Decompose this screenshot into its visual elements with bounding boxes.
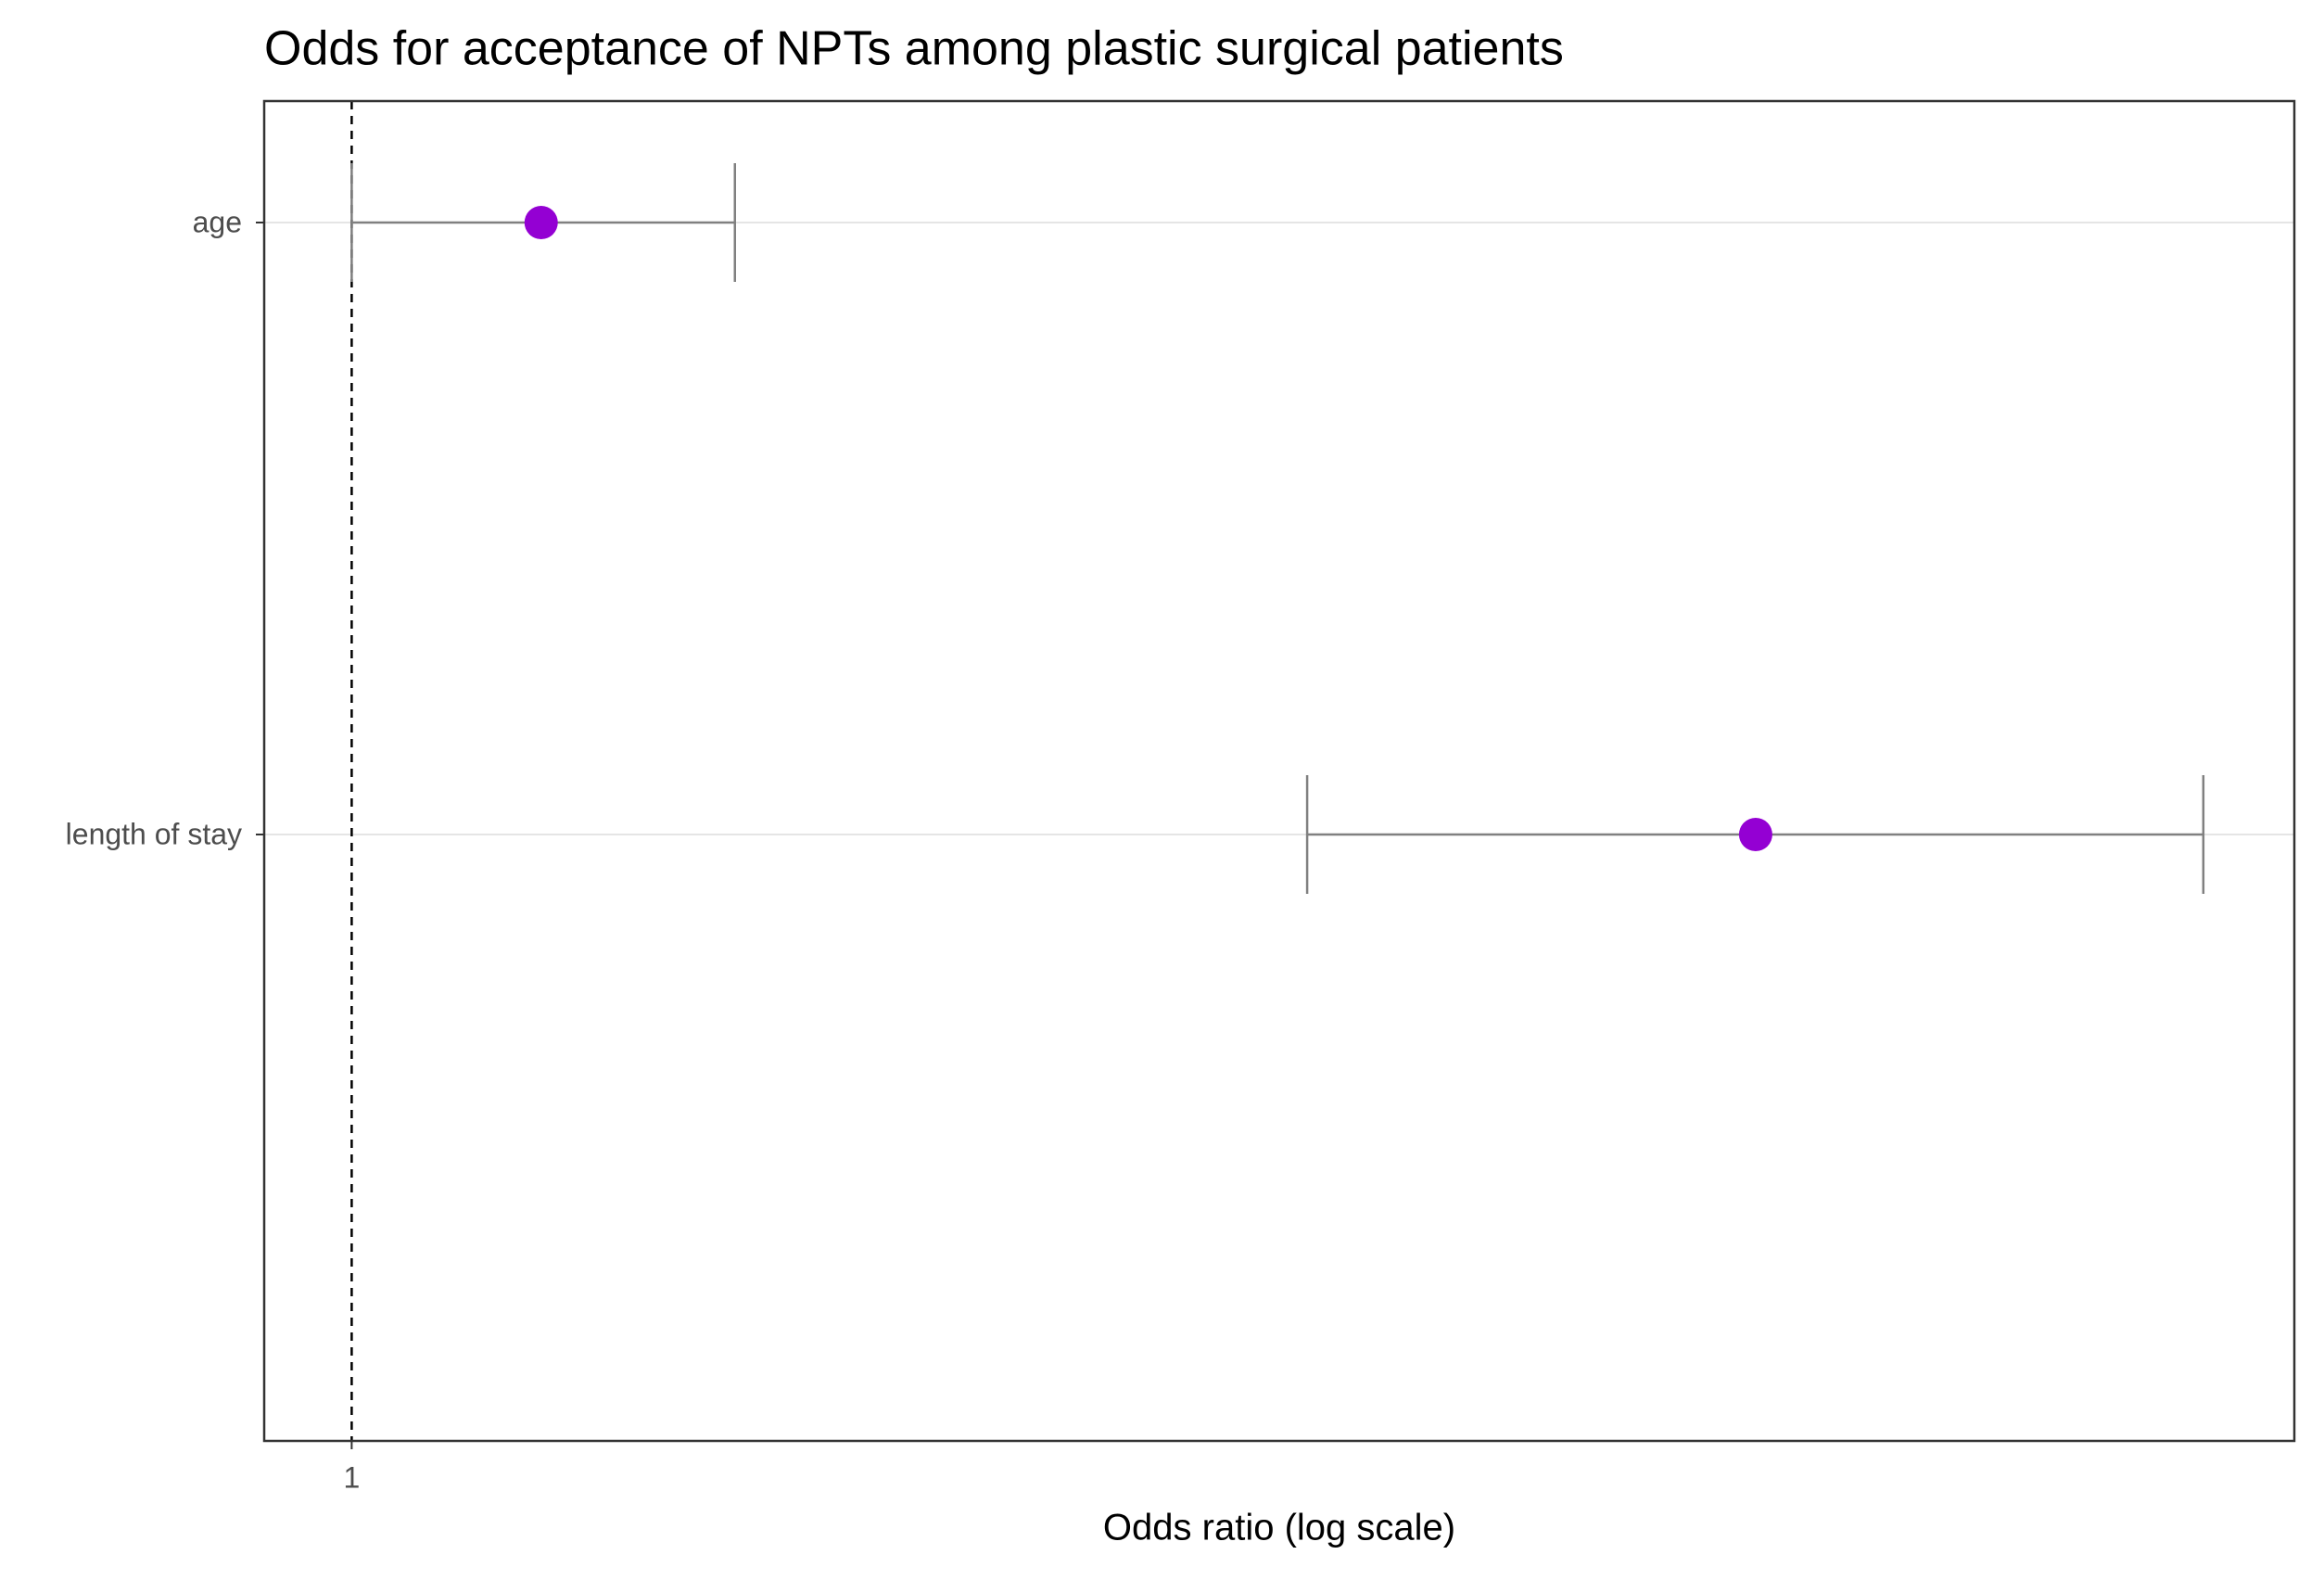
point bbox=[1738, 818, 1772, 851]
plot-border bbox=[262, 99, 2296, 1443]
x-axis-label: Odds ratio (log scale) bbox=[1103, 1508, 1455, 1548]
y-tick-label: length of stay bbox=[66, 817, 242, 850]
point bbox=[524, 206, 558, 239]
y-tick-label: age bbox=[193, 205, 242, 238]
chart-title: Odds for acceptance of NPTs among plasti… bbox=[264, 22, 1564, 76]
x-tick-label: 1 bbox=[343, 1460, 360, 1494]
